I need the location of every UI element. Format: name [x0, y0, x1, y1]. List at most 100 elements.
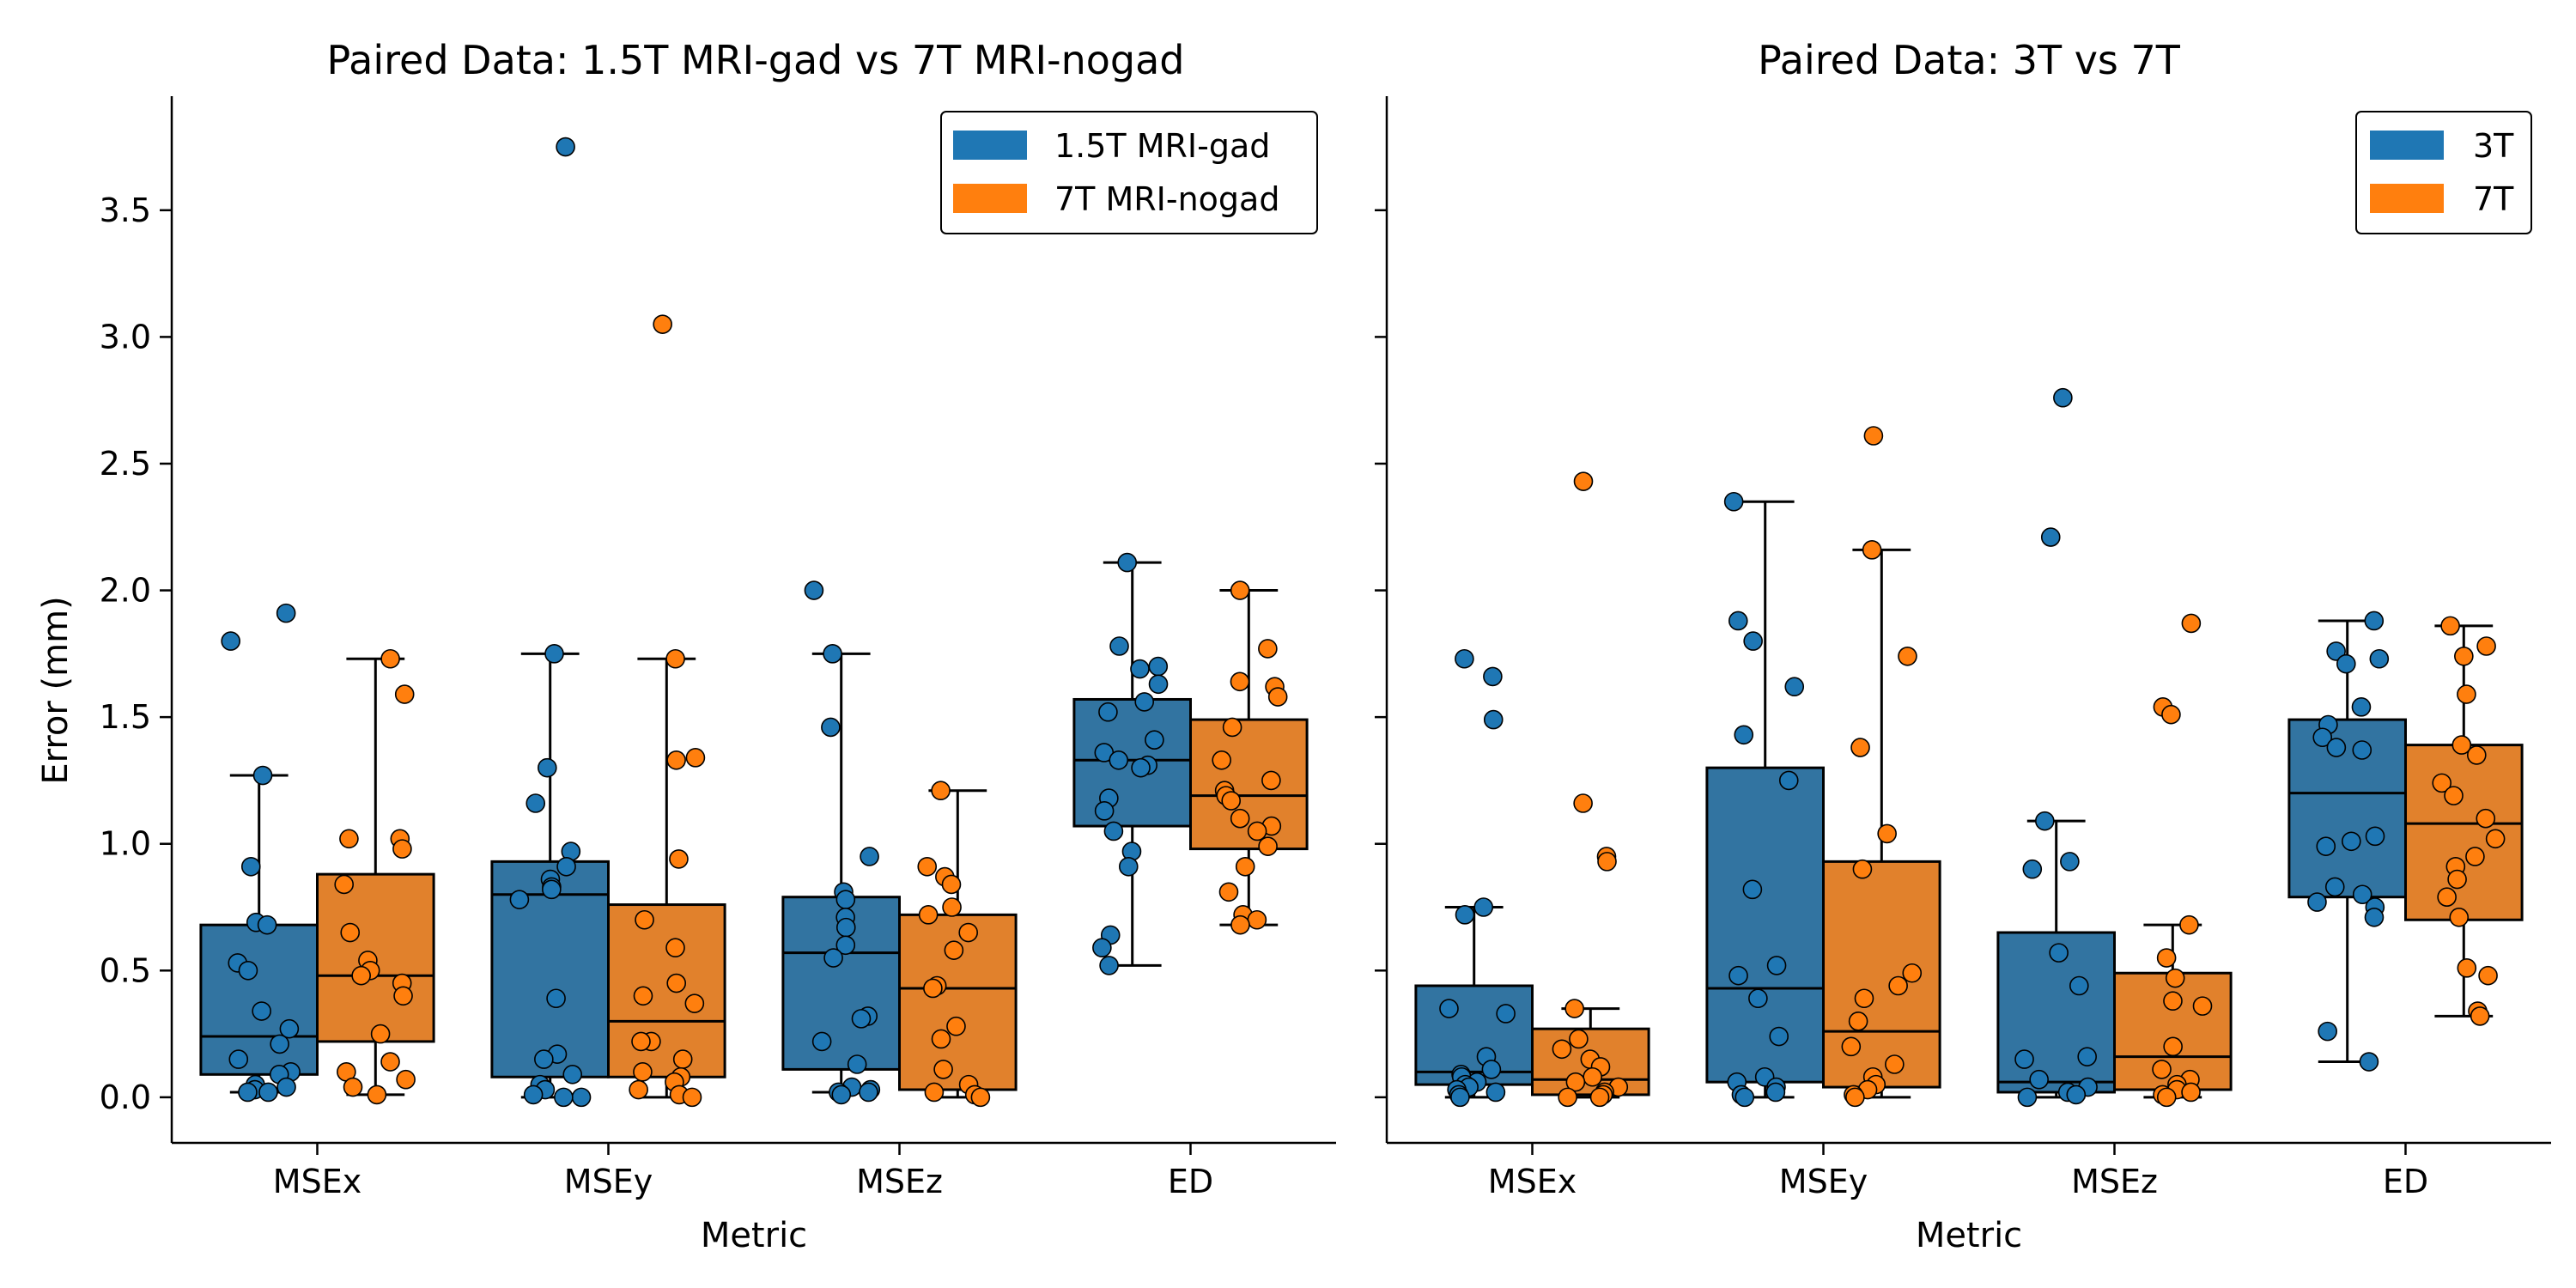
- left-point-msez-series-1: [860, 847, 879, 866]
- left-point-ed-series-1: [1092, 938, 1112, 958]
- left-point-msez-series-2: [917, 856, 938, 877]
- right-point-ed-series-2: [2485, 829, 2506, 849]
- left-point-ed-series-2: [1261, 770, 1281, 791]
- right-point-ed-series-2: [2478, 965, 2498, 986]
- left-point-msex-series-1: [276, 603, 296, 623]
- right-point-msez-series-2: [2156, 948, 2177, 968]
- right-point-ed-series-1: [2336, 653, 2356, 674]
- left-point-msex-series-1: [238, 1082, 258, 1103]
- left-point-ed-series-1: [1109, 750, 1129, 770]
- panel-right-legend: 3T 7T: [2355, 111, 2532, 234]
- right-point-msez-series-2: [2181, 613, 2202, 634]
- right-point-msez-series-1: [2053, 387, 2073, 408]
- left-point-msex-series-1: [252, 765, 273, 786]
- right-point-ed-series-1: [2351, 697, 2372, 717]
- right-point-msex-series-2: [1583, 1066, 1602, 1087]
- left-point-msey-series-2: [665, 648, 685, 669]
- left-point-msez-series-2: [931, 781, 951, 801]
- right-point-ed-series-1: [2364, 908, 2385, 927]
- right-point-msex-series-2: [1597, 852, 1617, 872]
- left-point-msex-series-1: [228, 1049, 249, 1069]
- right-x-tick-label: ED: [2383, 1163, 2428, 1200]
- left-point-msez-series-2: [958, 922, 979, 943]
- left-point-ed-series-2: [1230, 808, 1250, 829]
- panel-left: Paired Data: 1.5T MRI-gad vs 7T MRI-noga…: [36, 37, 1336, 1255]
- right-point-ed-series-1: [2318, 1021, 2337, 1042]
- left-point-msey-series-1: [571, 1087, 592, 1108]
- right-point-msez-series-2: [2165, 968, 2185, 988]
- right-point-ed-series-2: [2447, 869, 2467, 890]
- right-point-msey-series-1: [1784, 677, 1805, 697]
- left-point-msex-series-2: [380, 648, 400, 669]
- right-point-ed-series-2: [2467, 745, 2487, 765]
- left-point-msez-series-1: [851, 1009, 872, 1029]
- left-x-tick-label: MSEx: [273, 1163, 361, 1200]
- left-point-ed-series-2: [1230, 671, 1250, 692]
- right-point-ed-series-2: [2451, 735, 2472, 755]
- left-point-ed-series-1: [1103, 821, 1124, 841]
- panel-right-plot-area: [1414, 387, 2524, 1108]
- panel-right-legend-swatch-1: [2370, 131, 2444, 160]
- right-point-msey-series-2: [1852, 859, 1873, 879]
- right-point-msez-series-2: [2161, 704, 2181, 725]
- left-point-msey-series-1: [546, 988, 566, 1009]
- left-point-msey-series-2: [684, 993, 705, 1013]
- panel-right-axes: MSEx MSEy MSEz ED: [1375, 96, 2551, 1200]
- left-point-msey-series-1: [542, 879, 562, 900]
- left-point-msey-series-1: [538, 757, 557, 778]
- panel-left-legend-label-2: 7T MRI-nogad: [1054, 180, 1279, 218]
- right-point-msex-series-2: [1552, 1039, 1572, 1060]
- right-point-ed-series-2: [2457, 684, 2476, 704]
- right-point-msex-series-2: [1573, 793, 1593, 813]
- panel-right-legend-label-2: 7T: [2473, 180, 2514, 218]
- left-x-tick-label: MSEy: [564, 1163, 653, 1200]
- left-point-ed-series-1: [1109, 636, 1129, 656]
- left-x-tick-label: MSEz: [856, 1163, 943, 1200]
- left-point-msey-series-1: [526, 793, 546, 813]
- left-point-msez-series-1: [821, 717, 841, 738]
- right-point-msez-series-1: [2066, 1084, 2087, 1105]
- right-point-msey-series-2: [1888, 975, 1908, 996]
- left-point-msex-series-2: [394, 684, 415, 704]
- left-point-msez-series-2: [944, 940, 964, 960]
- left-point-msez-series-1: [823, 644, 842, 664]
- left-point-msex-series-2: [334, 874, 354, 895]
- left-point-ed-series-2: [1230, 580, 1250, 600]
- left-point-ed-series-2: [1235, 856, 1255, 877]
- left-point-msey-series-1: [544, 644, 564, 664]
- left-point-msez-series-2: [918, 905, 939, 925]
- right-point-msez-series-2: [2156, 1087, 2177, 1108]
- left-point-msex-series-1: [238, 960, 258, 981]
- right-point-msey-series-1: [1728, 965, 1748, 986]
- panel-left-legend-label-1: 1.5T MRI-gad: [1054, 127, 1270, 165]
- left-point-msex-series-2: [393, 986, 413, 1006]
- left-point-msey-series-2: [666, 750, 686, 770]
- panel-left-y-axis-label: Error (mm): [36, 596, 76, 784]
- left-point-msez-series-2: [942, 897, 962, 917]
- panel-right: Paired Data: 3T vs 7T Metric MSEx MSEy MSE…: [1375, 37, 2551, 1255]
- left-point-ed-series-2: [1218, 882, 1239, 902]
- right-x-tick-label: MSEz: [2071, 1163, 2158, 1200]
- panel-left-title: Paired Data: 1.5T MRI-gad vs 7T MRI-noga…: [326, 37, 1184, 83]
- left-y-tick-label: 1.5: [100, 698, 151, 736]
- right-point-msey-series-1: [1734, 725, 1754, 745]
- panel-left-axes: 0.0 0.5 1.0 1.5 2.0 2.5 3.0 3.5 MSEx MSEy MSEz ED: [100, 96, 1336, 1200]
- left-point-msex-series-2: [392, 839, 412, 859]
- panel-right-legend-label-1: 3T: [2473, 127, 2514, 165]
- right-point-msez-series-1: [2014, 1049, 2034, 1069]
- right-point-ed-series-2: [2476, 636, 2496, 656]
- left-point-ed-series-2: [1247, 821, 1267, 841]
- left-point-msey-series-2: [685, 748, 706, 768]
- right-point-msez-series-1: [2035, 811, 2055, 831]
- left-point-ed-series-1: [1134, 692, 1155, 712]
- left-x-tick-label: ED: [1168, 1163, 1213, 1200]
- left-point-msex-series-1: [221, 631, 240, 651]
- right-point-msex-series-1: [1439, 999, 1459, 1018]
- left-point-ed-series-1: [1145, 730, 1164, 750]
- left-point-msex-series-2: [340, 922, 361, 943]
- left-point-msey-series-2: [682, 1087, 702, 1108]
- iqr-box: [2113, 971, 2233, 1091]
- iqr-box: [1072, 697, 1193, 828]
- right-point-msez-series-1: [2049, 943, 2069, 963]
- panel-right-x-axis-label: Metric: [1916, 1216, 2022, 1255]
